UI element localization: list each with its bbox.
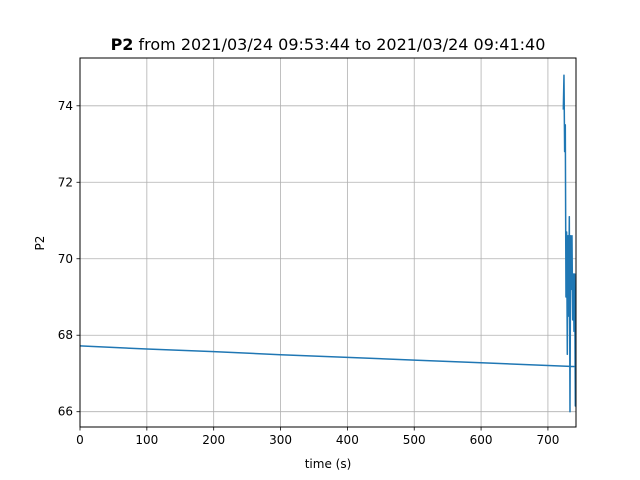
y-tick-label: 70	[58, 252, 73, 266]
x-tick-label: 600	[470, 433, 493, 447]
y-tick-label: 68	[58, 328, 73, 342]
y-axis-label: P2	[33, 236, 47, 251]
chart-title-rest: from 2021/03/24 09:53:44 to 2021/03/24 0…	[133, 35, 545, 54]
grid-lines	[79, 58, 576, 427]
x-tick-label: 500	[403, 433, 426, 447]
series-line-0	[80, 74, 576, 413]
y-tick-label: 72	[58, 175, 73, 189]
axes-frame	[79, 57, 577, 428]
x-tick-label: 300	[269, 433, 292, 447]
chart-title-bold: P2	[111, 35, 134, 54]
x-tick-label: 200	[202, 433, 225, 447]
plot-area	[80, 74, 576, 413]
x-tick-label: 400	[336, 433, 359, 447]
chart-title: P2 from 2021/03/24 09:53:44 to 2021/03/2…	[111, 35, 546, 54]
x-tick-label: 0	[76, 433, 84, 447]
x-tick-label: 700	[536, 433, 559, 447]
y-tick-label: 66	[58, 405, 73, 419]
x-axis-label: time (s)	[305, 457, 352, 471]
axis-ticks: 0 100 200 300 400 500 600 700 66 68 70 72 74	[58, 99, 560, 447]
y-tick-label: 74	[58, 99, 73, 113]
x-tick-label: 100	[135, 433, 158, 447]
